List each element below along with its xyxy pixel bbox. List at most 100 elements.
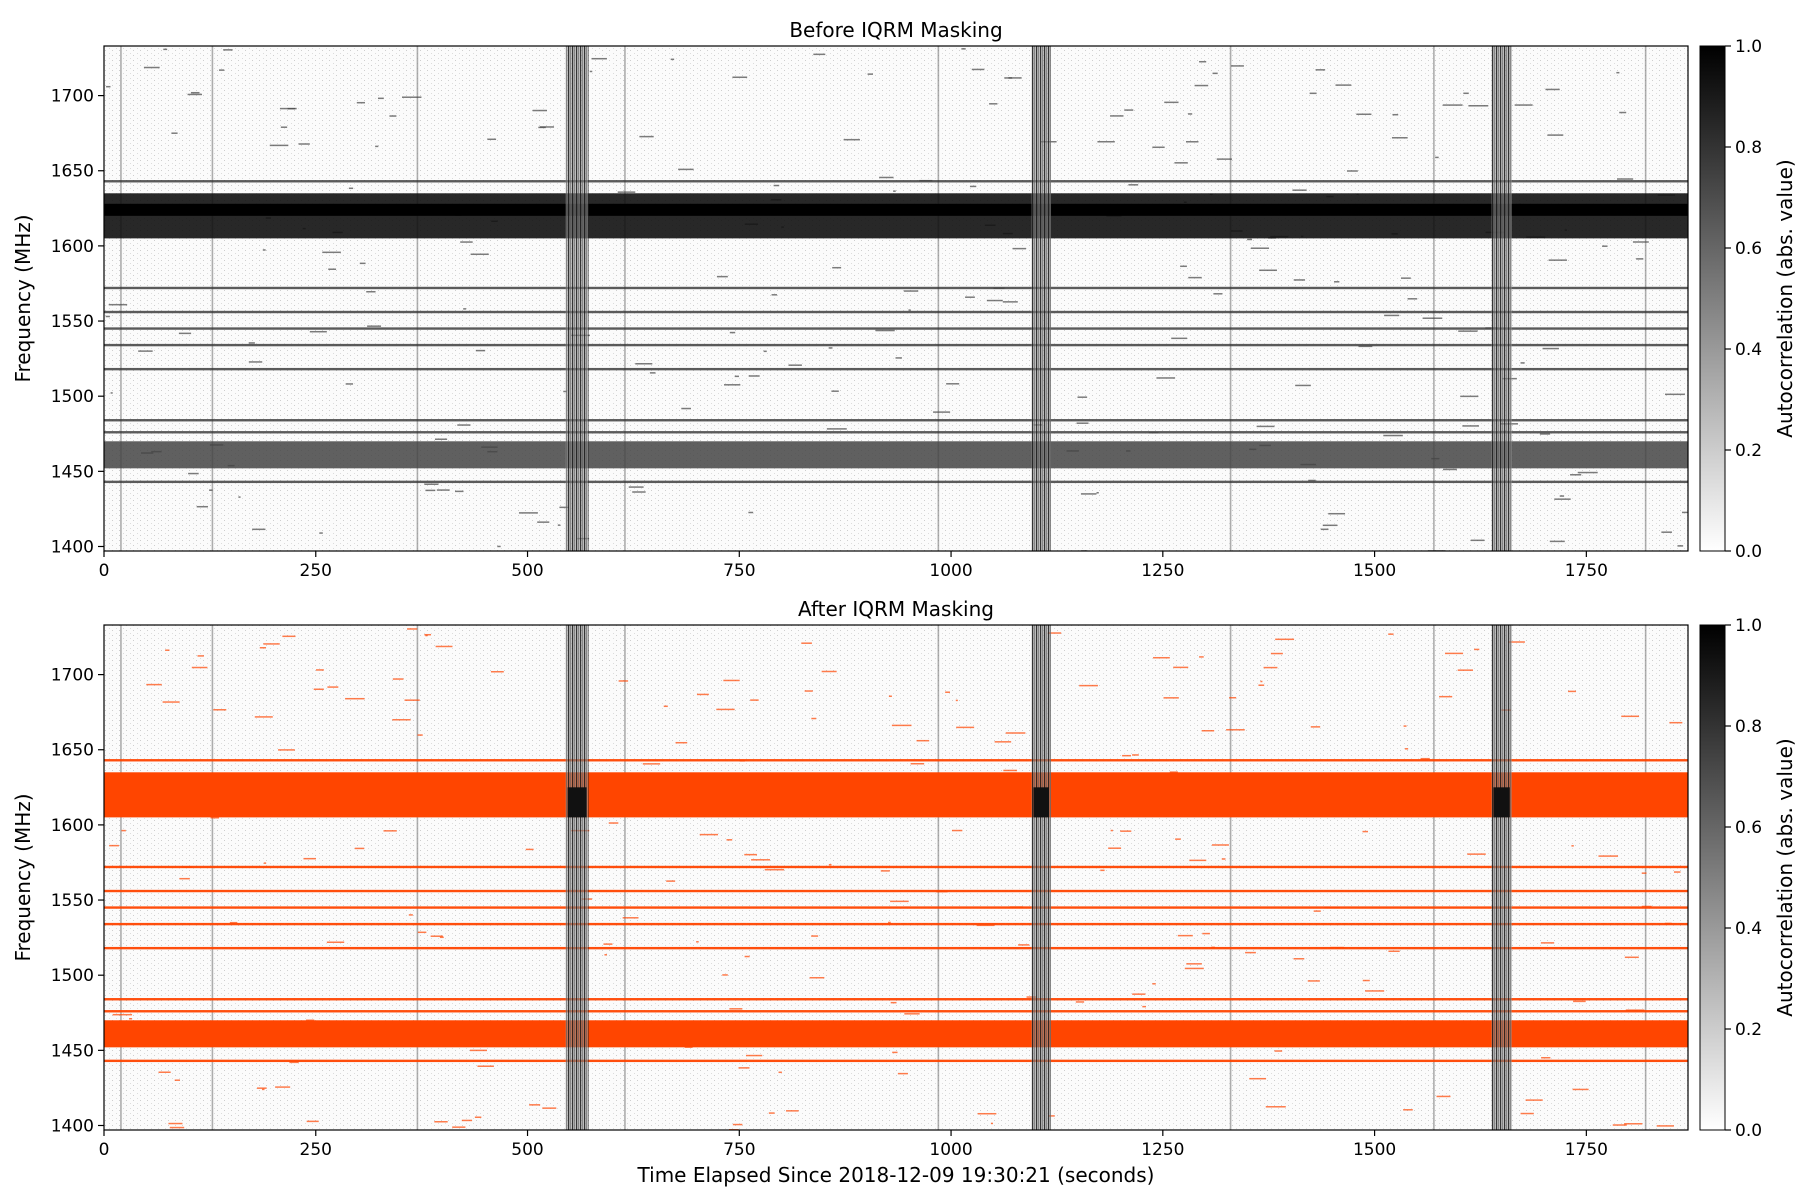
speckle-mark <box>1420 757 1430 760</box>
speckle-mark <box>1249 1077 1267 1080</box>
colorbar-ticks: 0.0 0.2 0.4 0.6 0.8 1.0 <box>1725 616 1762 1141</box>
speckle-mark <box>1422 317 1443 319</box>
speckle-mark <box>961 48 966 50</box>
speckle-mark <box>750 699 759 701</box>
speckle-mark <box>729 331 736 334</box>
speckle-mark <box>1545 88 1560 91</box>
speckle-mark <box>1356 113 1372 116</box>
speckle-mark <box>174 1079 181 1081</box>
speckle-mark <box>105 315 110 318</box>
speckle-mark <box>955 699 958 702</box>
speckle-mark <box>945 691 950 693</box>
speckle-mark <box>778 1071 782 1074</box>
speckle-mark <box>106 85 111 88</box>
speckle-mark <box>993 287 1005 290</box>
speckle-mark <box>724 384 741 386</box>
x-tick-label: 1250 <box>1141 561 1184 581</box>
vertical-line-mark <box>1644 625 1647 1130</box>
speckle-mark <box>1508 641 1525 643</box>
speckle-mark <box>1152 983 1156 985</box>
speckle-mark <box>843 138 860 141</box>
speckle-mark <box>670 58 675 61</box>
speckle-mark <box>1221 858 1226 860</box>
speckle-mark <box>1457 669 1474 671</box>
speckle-mark <box>1407 298 1418 300</box>
speckle-mark <box>1120 830 1132 832</box>
speckle-mark <box>994 741 1012 743</box>
speckle-mark <box>383 830 397 832</box>
speckle-mark <box>1186 141 1199 143</box>
speckle-mark <box>1598 855 1619 857</box>
y-tick-label: 1650 <box>51 741 94 761</box>
speckle-mark <box>1270 652 1283 655</box>
speckle-mark <box>969 185 977 188</box>
frequency-line-mark <box>104 367 1688 371</box>
speckle-mark <box>696 941 699 943</box>
speckle-mark <box>1573 1000 1586 1003</box>
speckle-mark <box>309 330 327 333</box>
vertical-line-mark <box>211 625 214 1130</box>
speckle-mark <box>904 1013 920 1015</box>
speckle-mark <box>828 863 832 866</box>
frequency-band-core <box>104 203 1688 216</box>
speckle-mark <box>269 144 289 147</box>
speckle-mark <box>328 268 337 270</box>
vertical-line-mark <box>937 625 940 1130</box>
speckle-mark <box>210 817 219 819</box>
speckle-mark <box>748 511 754 514</box>
speckle-mark <box>748 375 760 377</box>
speckle-mark <box>986 299 1003 302</box>
speckle-mark <box>739 760 745 762</box>
speckle-mark <box>248 342 255 344</box>
speckle-mark <box>608 822 619 824</box>
speckle-mark <box>1259 269 1277 272</box>
speckle-mark <box>1108 847 1122 849</box>
speckle-mark <box>1048 1115 1055 1117</box>
speckle-mark <box>891 724 912 727</box>
speckle-mark <box>1673 871 1681 873</box>
speckle-mark <box>1383 434 1403 437</box>
speckle-mark <box>326 941 345 944</box>
speckle-mark <box>474 1116 482 1119</box>
speckle-mark <box>1163 697 1179 699</box>
speckle-mark <box>1664 922 1672 925</box>
speckle-mark <box>1681 511 1688 514</box>
x-tick-label: 1000 <box>929 561 972 581</box>
speckle-mark <box>965 296 975 298</box>
speckle-mark <box>1153 656 1170 659</box>
speckle-mark <box>404 699 420 701</box>
speckle-mark <box>1334 281 1340 283</box>
speckle-mark <box>181 866 193 868</box>
speckle-mark <box>1362 979 1370 982</box>
frequency-line-mark <box>104 889 1688 893</box>
speckle-mark <box>1548 259 1567 261</box>
speckle-mark <box>497 545 501 548</box>
speckle-mark <box>475 349 486 352</box>
speckle-mark <box>744 853 757 856</box>
speckle-mark <box>354 847 365 850</box>
speckle-mark <box>261 1088 265 1091</box>
vertical-line-mark <box>937 46 940 551</box>
broadband-burst-stripes <box>1031 625 1052 1130</box>
speckle-mark <box>1621 715 1640 718</box>
speckle-mark <box>1226 729 1245 731</box>
speckle-mark <box>589 70 593 73</box>
speckle-mark <box>716 708 735 711</box>
speckle-mark <box>1443 468 1457 471</box>
vertical-line-mark <box>120 46 122 551</box>
frequency-line-mark <box>104 906 1688 909</box>
y-tick-label: 1500 <box>51 387 94 407</box>
speckle-mark <box>1245 951 1256 954</box>
broadband-burst-stripes <box>1491 625 1512 1130</box>
speckle-mark <box>1260 680 1263 683</box>
speckle-mark <box>642 763 661 765</box>
speckle-mark <box>768 1112 775 1114</box>
speckle-mark <box>345 697 365 700</box>
speckle-mark <box>1075 1001 1085 1003</box>
speckle-mark <box>821 670 837 673</box>
speckle-mark <box>1577 471 1598 474</box>
speckle-mark <box>1258 684 1265 686</box>
speckle-mark <box>956 726 975 729</box>
vertical-line-mark <box>416 46 419 551</box>
speckle-mark <box>622 917 639 919</box>
